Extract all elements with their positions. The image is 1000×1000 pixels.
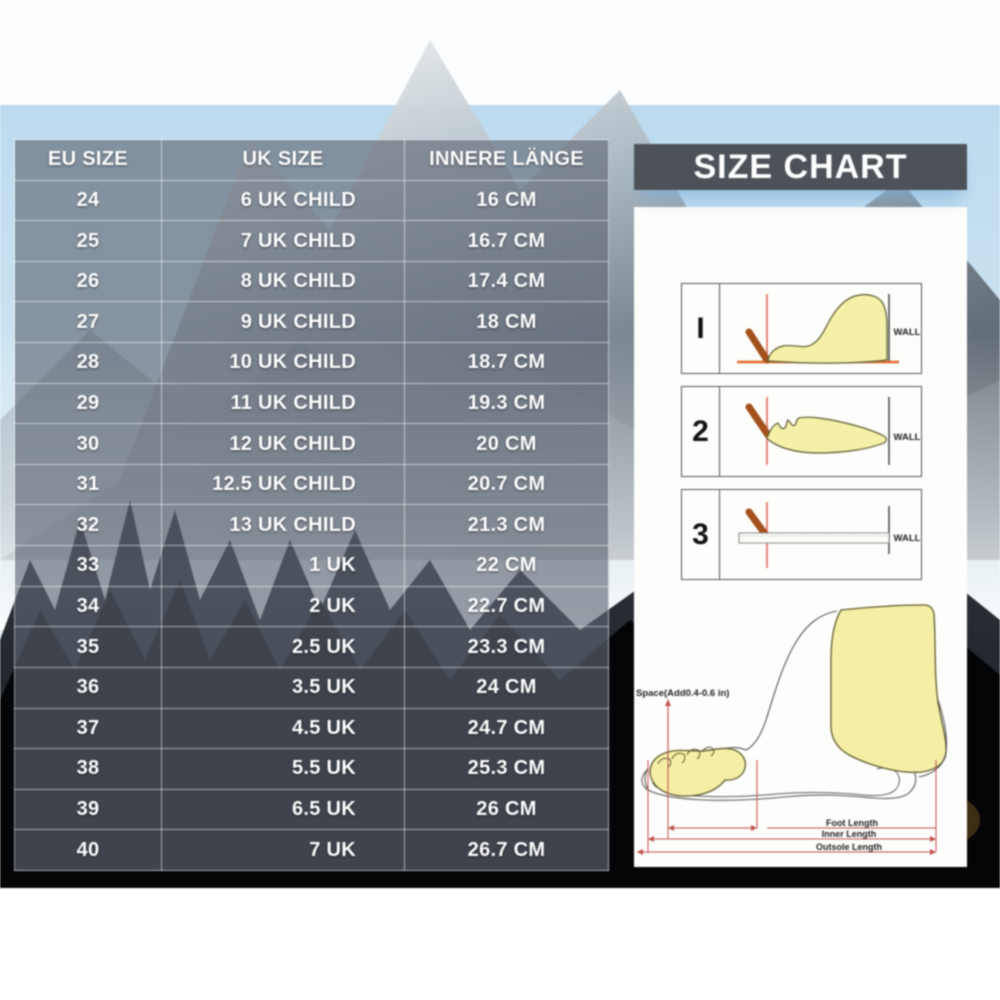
svg-text:WALL: WALL	[894, 432, 921, 443]
svg-text:Space(Add0.4-0.6 in): Space(Add0.4-0.6 in)	[636, 688, 729, 699]
svg-text:Inner Length: Inner Length	[822, 829, 877, 839]
svg-text:Foot Length: Foot Length	[826, 818, 878, 828]
svg-text:WALL: WALL	[894, 327, 921, 338]
svg-text:Outsole Length: Outsole Length	[816, 842, 882, 852]
svg-text:WALL: WALL	[894, 533, 921, 544]
